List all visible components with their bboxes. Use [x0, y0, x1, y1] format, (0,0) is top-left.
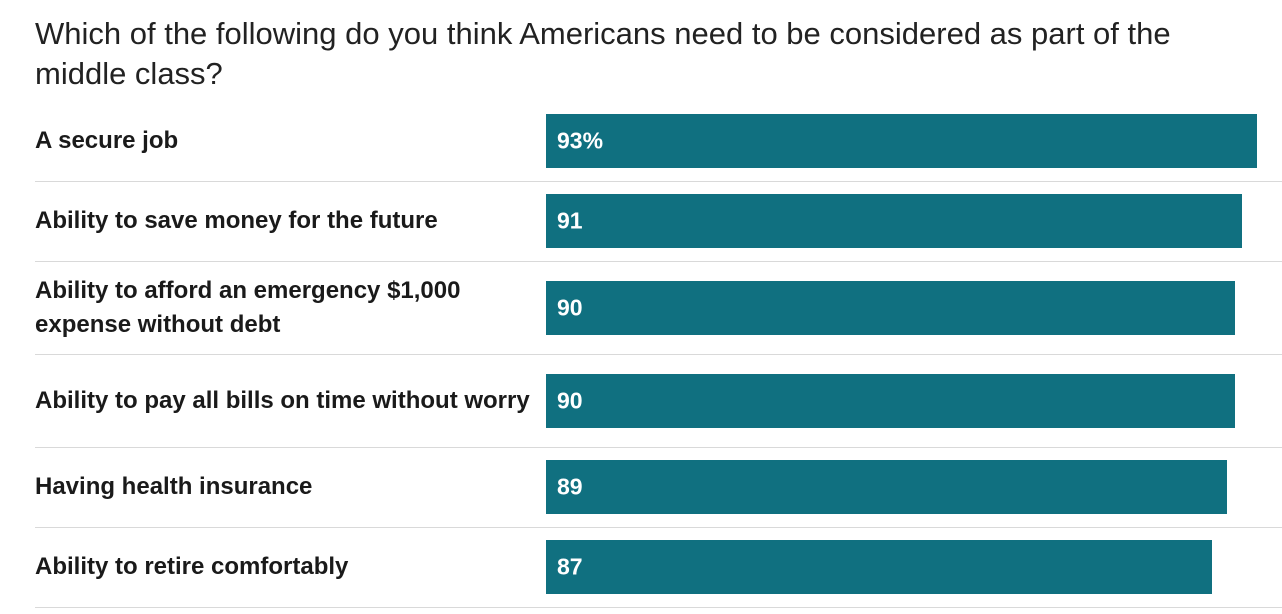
category-label: Ability to afford an emergency $1,000 ex…: [35, 276, 461, 338]
bar-value-label: 90: [557, 387, 583, 413]
bar-value-label: 91: [557, 207, 583, 234]
category-label: Ability to retire comfortably: [35, 553, 349, 580]
chart-row: Having health insurance 89: [35, 447, 1282, 528]
bar-value-label: 90: [557, 294, 583, 320]
category-label: A secure job: [35, 127, 179, 154]
chart-row: Ability to afford an emergency $1,000 ex…: [35, 261, 1282, 355]
bar: 90: [546, 280, 1235, 335]
category-label: Having health insurance: [35, 473, 313, 500]
chart-title: Which of the following do you think Amer…: [35, 16, 1171, 91]
bar-value-label: 89: [557, 473, 583, 500]
bar: 93%: [546, 114, 1257, 168]
bar: 91: [546, 194, 1242, 248]
bar-value-label: 87: [557, 553, 583, 580]
bar: 89: [546, 460, 1227, 514]
chart-row: A secure job 93%: [35, 101, 1282, 182]
bar: 87: [546, 540, 1212, 594]
bar-value-label: 93%: [557, 127, 604, 154]
category-label: Ability to save money for the future: [35, 207, 438, 234]
chart-row: Ability to save money for the future 91: [35, 181, 1282, 262]
chart-row: Ability to pay all bills on time without…: [35, 354, 1282, 448]
chart-row: Ability to retire comfortably 87: [35, 527, 1282, 608]
category-label: Ability to pay all bills on time without…: [35, 386, 530, 414]
bar: 90: [546, 373, 1235, 428]
